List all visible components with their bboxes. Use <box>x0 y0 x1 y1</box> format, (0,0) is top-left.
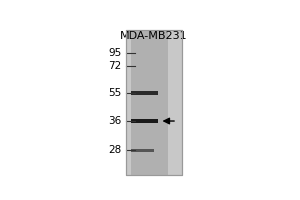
Bar <box>126 30 182 175</box>
Bar <box>126 30 182 175</box>
Bar <box>130 30 168 175</box>
Bar <box>130 119 158 123</box>
Bar <box>130 149 154 152</box>
Bar <box>130 91 158 95</box>
Text: 95: 95 <box>108 48 121 58</box>
Text: 72: 72 <box>108 61 121 71</box>
Text: 36: 36 <box>108 116 121 126</box>
Text: MDA-MB231: MDA-MB231 <box>120 31 188 41</box>
Text: 55: 55 <box>108 88 121 98</box>
Text: 28: 28 <box>108 145 121 155</box>
